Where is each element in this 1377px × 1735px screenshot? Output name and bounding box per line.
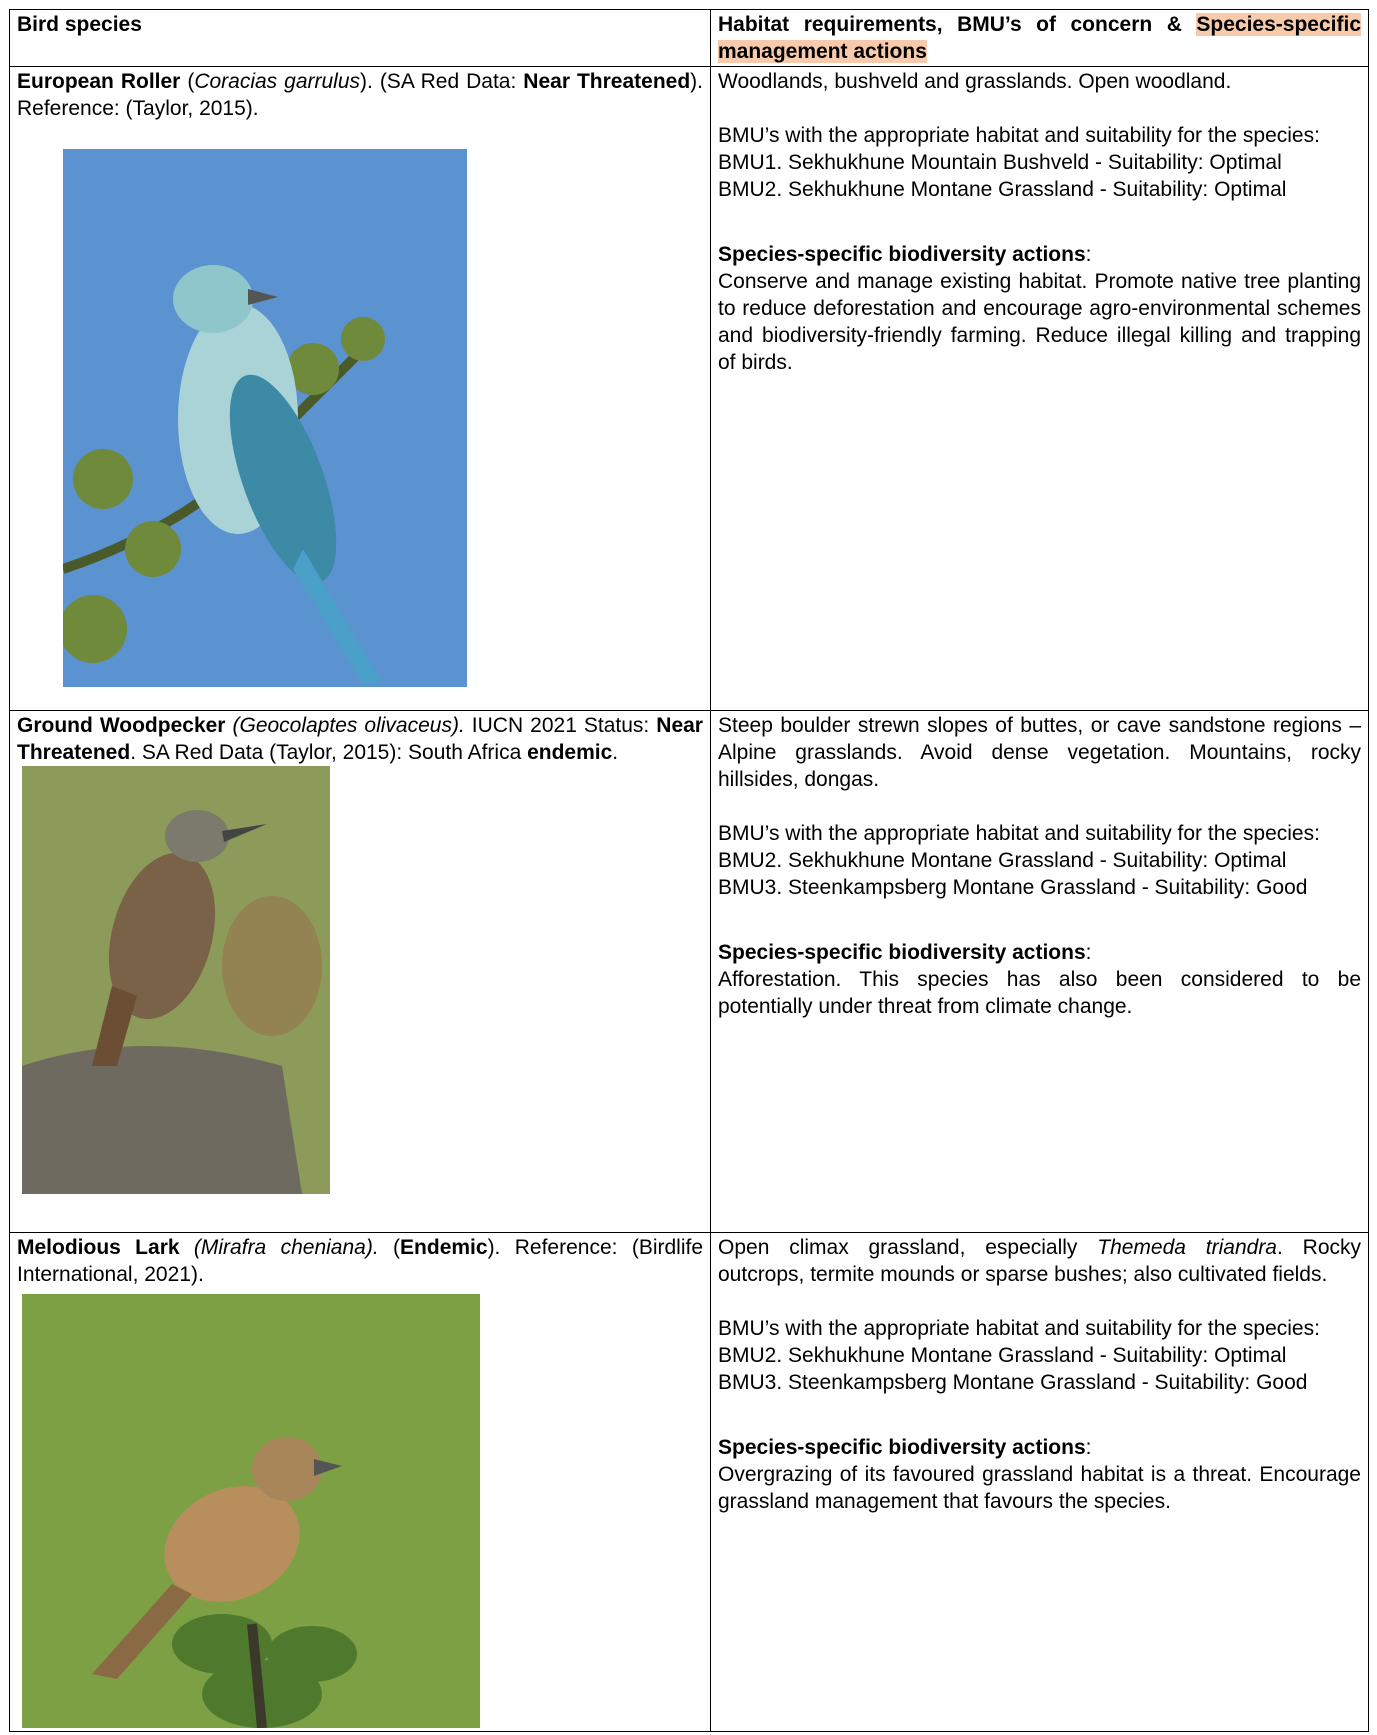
common-name: Melodious Lark — [17, 1236, 180, 1259]
scientific-name: (Geocolaptes olivaceus). — [232, 714, 465, 737]
status: Endemic — [400, 1236, 488, 1259]
habitat: Steep boulder strewn slopes of buttes, o… — [718, 714, 1361, 791]
status: Near Threatened — [523, 70, 691, 93]
species-text: Ground Woodpecker (Geocolaptes olivaceus… — [17, 712, 703, 766]
actions-heading: Species-specific biodiversity actions: — [718, 241, 1361, 268]
text: : — [1085, 941, 1092, 964]
row: Ground Woodpecker (Geocolaptes olivaceus… — [9, 710, 1369, 1233]
text: . — [612, 741, 619, 764]
text: : — [1085, 1436, 1092, 1459]
header-text: Habitat requirements, BMU’s of concern & — [718, 13, 1197, 36]
habitat: Open climax grassland, especially Themed… — [718, 1234, 1361, 1288]
text: ). Reference: (Birdlife International, 2… — [17, 1236, 704, 1286]
text: Open climax grassland, especially — [718, 1236, 1098, 1259]
actions-label: Species-specific biodiversity actions — [718, 243, 1086, 266]
common-name: European Roller — [17, 70, 181, 93]
status: endemic — [527, 741, 613, 764]
species-cell: Melodious Lark (Mirafra cheniana). (Ende… — [9, 1232, 711, 1732]
bird-photo — [63, 149, 467, 687]
text: . SA Red Data (Taylor, 2015): South Afri… — [130, 741, 528, 764]
actions-label: Species-specific biodiversity actions — [718, 1436, 1086, 1459]
actions-heading: Species-specific biodiversity actions: — [718, 1434, 1361, 1461]
header-cell: Bird species — [9, 9, 711, 67]
habitat: Woodlands, bushveld and grasslands. Open… — [718, 70, 1232, 93]
scientific-name: Themeda triandra — [1097, 1236, 1277, 1259]
species-cell: Ground Woodpecker (Geocolaptes olivaceus… — [9, 710, 711, 1233]
header-text: Bird species — [17, 13, 142, 36]
bmu: BMU2. Sekhukhune Montane Grassland - Sui… — [718, 178, 1287, 201]
bird-photo — [22, 766, 330, 1194]
bmu-intro: BMU’s with the appropriate habitat and s… — [718, 124, 1320, 147]
text: IUCN 2021 Status: — [464, 714, 657, 737]
species-cell: European Roller (Coracias garrulus). (SA… — [9, 66, 711, 711]
species-text: Melodious Lark (Mirafra cheniana). (Ende… — [17, 1234, 703, 1288]
bmu: BMU2. Sekhukhune Montane Grassland - Sui… — [718, 849, 1287, 872]
bmu: BMU1. Sekhukhune Mountain Bushveld - Sui… — [718, 151, 1282, 174]
text: . Rocky outcrops, termite mounds or spar… — [718, 1236, 1361, 1286]
habitat-cell: Woodlands, bushveld and grasslands. Open… — [710, 66, 1369, 711]
bmu: BMU2. Sekhukhune Montane Grassland - Sui… — [718, 1344, 1287, 1367]
text: ( — [378, 1236, 401, 1259]
row: European Roller (Coracias garrulus). (SA… — [9, 66, 1369, 711]
actions: Conserve and manage existing habitat. Pr… — [718, 270, 1361, 374]
actions-label: Species-specific biodiversity actions — [718, 941, 1086, 964]
text — [180, 1236, 194, 1259]
text: ). Reference: (Taylor, 2015). — [17, 70, 703, 120]
status: Near Threatened — [17, 714, 703, 764]
header-row: Bird species Habitat requirements, BMU’s… — [9, 9, 1369, 67]
bmu: BMU3. Steenkampsberg Montane Grassland -… — [718, 876, 1308, 899]
actions-heading: Species-specific biodiversity actions: — [718, 939, 1361, 966]
common-name: Ground Woodpecker — [17, 714, 226, 737]
row: Melodious Lark (Mirafra cheniana). (Ende… — [9, 1232, 1369, 1732]
text: ). (SA Red Data: — [360, 70, 524, 93]
bmu-intro: BMU’s with the appropriate habitat and s… — [718, 822, 1320, 845]
text: ( — [180, 70, 195, 93]
species-table: Bird species Habitat requirements, BMU’s… — [9, 9, 1369, 1732]
habitat-cell: Steep boulder strewn slopes of buttes, o… — [710, 710, 1369, 1233]
text — [225, 714, 232, 737]
actions: Afforestation. This species has also bee… — [718, 968, 1361, 1018]
scientific-name: Coracias garrulus — [194, 70, 361, 93]
bmu-intro: BMU’s with the appropriate habitat and s… — [718, 1317, 1320, 1340]
actions: Overgrazing of its favoured grassland ha… — [718, 1463, 1361, 1513]
header-cell: Habitat requirements, BMU’s of concern &… — [710, 9, 1369, 67]
bird-photo — [22, 1294, 480, 1728]
header-text: Habitat requirements, BMU’s of concern &… — [718, 13, 1361, 63]
text: : — [1085, 243, 1092, 266]
species-text: European Roller (Coracias garrulus). (SA… — [17, 68, 703, 122]
habitat-cell: Open climax grassland, especially Themed… — [710, 1232, 1369, 1732]
scientific-name: (Mirafra cheniana). — [193, 1236, 379, 1259]
bmu: BMU3. Steenkampsberg Montane Grassland -… — [718, 1371, 1308, 1394]
